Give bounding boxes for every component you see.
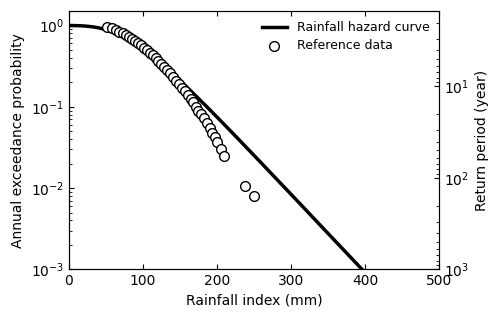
Reference data	[200, 116, 207, 121]
Reference data	[152, 55, 160, 60]
Y-axis label: Annual exceedance probability: Annual exceedance probability	[11, 33, 25, 248]
X-axis label: Rainfall index (mm): Rainfall index (mm)	[186, 294, 322, 308]
Reference data	[175, 82, 183, 87]
Reference data	[164, 68, 172, 73]
Rainfall hazard curve	[66, 24, 72, 27]
Reference data	[202, 121, 210, 126]
Reference data	[104, 24, 112, 29]
Reference data	[250, 193, 258, 198]
Reference data	[194, 108, 202, 113]
Reference data	[220, 153, 228, 158]
Reference data	[181, 89, 189, 94]
Reference data	[146, 50, 154, 56]
Reference data	[172, 78, 180, 83]
Reference data	[125, 34, 133, 40]
Rainfall hazard curve	[199, 100, 205, 104]
Reference data	[160, 64, 168, 69]
Reference data	[154, 58, 162, 63]
Line: Rainfall hazard curve: Rainfall hazard curve	[69, 26, 362, 269]
Reference data	[122, 33, 130, 38]
Legend: Rainfall hazard curve, Reference data: Rainfall hazard curve, Reference data	[258, 17, 433, 56]
Reference data	[131, 39, 139, 44]
Reference data	[211, 135, 219, 140]
Reference data	[112, 27, 120, 33]
Reference data	[136, 43, 144, 48]
Reference data	[178, 85, 186, 91]
Reference data	[108, 26, 116, 31]
Reference data	[166, 70, 174, 76]
Rainfall hazard curve	[278, 182, 284, 186]
Reference data	[134, 41, 141, 46]
Rainfall hazard curve	[264, 167, 270, 171]
Reference data	[187, 96, 195, 101]
Rainfall hazard curve	[359, 267, 365, 271]
Rainfall hazard curve	[170, 72, 175, 76]
Reference data	[184, 92, 192, 97]
Reference data	[241, 184, 249, 189]
Reference data	[115, 29, 123, 34]
Reference data	[216, 147, 224, 152]
Reference data	[213, 139, 221, 145]
Reference data	[158, 61, 166, 66]
Y-axis label: Return period (year): Return period (year)	[475, 70, 489, 211]
Reference data	[190, 100, 198, 105]
Reference data	[208, 130, 216, 135]
Rainfall hazard curve	[178, 79, 184, 83]
Reference data	[148, 53, 156, 58]
Reference data	[119, 31, 127, 36]
Rainfall hazard curve	[116, 33, 121, 36]
Reference data	[196, 111, 204, 116]
Reference data	[128, 36, 136, 41]
Reference data	[142, 47, 150, 52]
Reference data	[206, 125, 214, 130]
Reference data	[170, 75, 177, 80]
Reference data	[140, 45, 147, 50]
Reference data	[192, 104, 200, 109]
